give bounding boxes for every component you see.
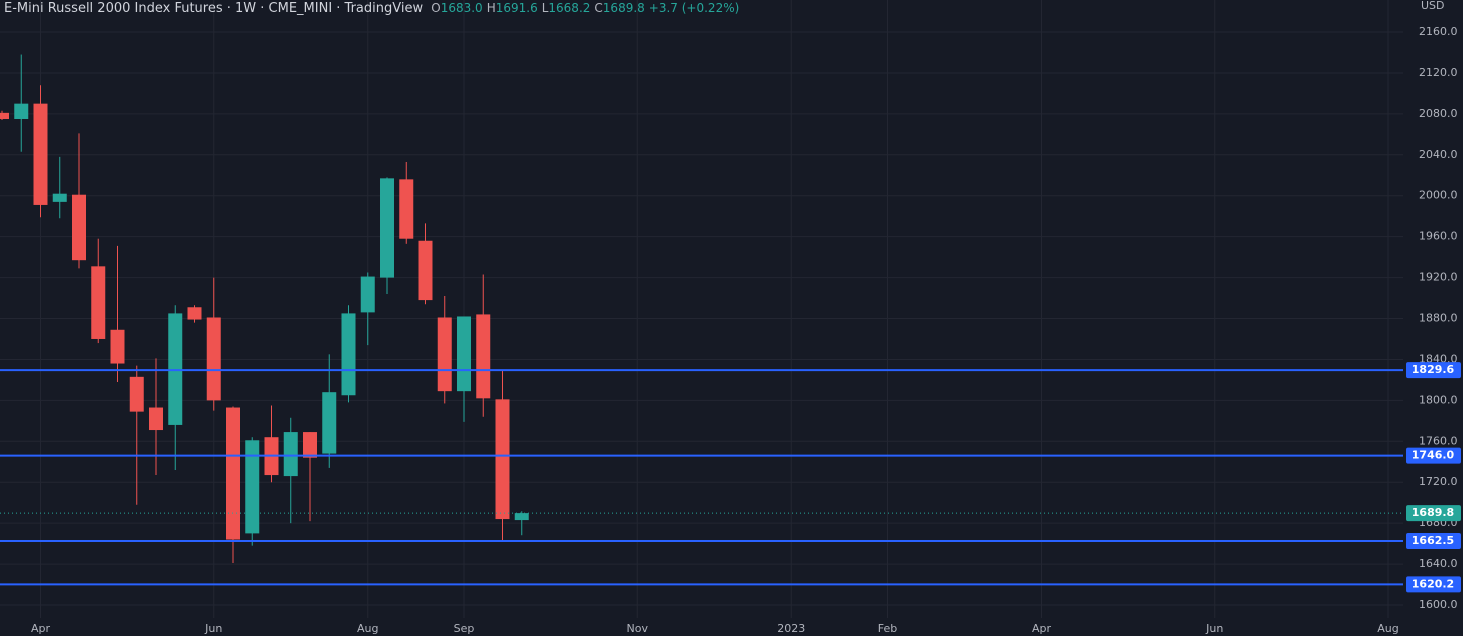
- candle-body: [149, 407, 163, 431]
- legend-value: 1668.2: [548, 1, 591, 15]
- legend-change: +3.7 (+0.22%): [648, 1, 740, 15]
- candle-body: [0, 112, 9, 119]
- candle-body: [514, 513, 529, 521]
- x-tick-label: Sep: [454, 622, 475, 635]
- candle-body: [206, 317, 221, 401]
- candle-body: [418, 240, 433, 301]
- legend-key: H: [486, 1, 496, 15]
- level-label: 1829.6: [1412, 363, 1455, 376]
- y-tick-label: 1760.0: [1419, 434, 1458, 447]
- y-tick-label: 2080.0: [1419, 107, 1458, 120]
- symbol-title: E-Mini Russell 2000 Index Futures · 1W ·…: [4, 1, 424, 16]
- level-label-bg: [1406, 362, 1461, 379]
- last-price-label: 1689.8: [1412, 506, 1454, 519]
- x-tick-label: Aug: [357, 622, 378, 635]
- y-tick-label: 1720.0: [1419, 475, 1458, 488]
- y-tick-label: 1600.0: [1419, 598, 1458, 611]
- candle-body: [226, 407, 240, 540]
- candle-body: [457, 316, 471, 392]
- candle-body: [52, 193, 67, 202]
- x-tick-label: Nov: [627, 622, 649, 635]
- legend-key: L: [541, 1, 549, 15]
- candle-body: [110, 329, 125, 364]
- x-tick-label: 2023: [777, 622, 805, 635]
- legend-value: 1689.8: [602, 1, 645, 15]
- candle-body: [437, 317, 452, 392]
- y-tick-label: 2120.0: [1419, 66, 1458, 79]
- candle-body: [303, 432, 317, 458]
- level-label: 1746.0: [1412, 449, 1455, 462]
- x-tick-label: Feb: [878, 622, 897, 635]
- grid: [0, 0, 1403, 618]
- y-tick-label: 2040.0: [1419, 148, 1458, 161]
- x-tick-label: Apr: [31, 622, 51, 635]
- legend-value: 1683.0: [440, 1, 483, 15]
- candle-body: [322, 392, 337, 454]
- legend-key: C: [594, 1, 603, 15]
- y-tick-label: 1920.0: [1419, 271, 1458, 284]
- currency-label: USD: [1421, 0, 1445, 12]
- y-tick-label: 1640.0: [1419, 557, 1458, 570]
- candle-body: [399, 179, 414, 239]
- plot-area: [0, 54, 1403, 586]
- candle-body: [14, 103, 29, 119]
- candle-body: [33, 103, 48, 205]
- candle-body: [187, 307, 202, 320]
- candle-body: [476, 314, 491, 399]
- legend-key: O: [431, 1, 441, 15]
- x-tick-label: Apr: [1032, 622, 1052, 635]
- candle-body: [360, 276, 375, 313]
- legend-value: 1691.6: [495, 1, 538, 15]
- candle-body: [341, 313, 356, 396]
- level-label-bg: [1406, 576, 1461, 593]
- candle-body: [91, 266, 106, 339]
- candle-body: [380, 178, 394, 278]
- x-tick-label: Aug: [1377, 622, 1398, 635]
- axis-background: [1403, 0, 1463, 636]
- candle-body: [72, 194, 86, 261]
- y-tick-label: 1880.0: [1419, 312, 1458, 325]
- y-tick-label: 1800.0: [1419, 393, 1458, 406]
- candle-body: [495, 399, 510, 520]
- price-axis: 1600.01640.01680.01720.01760.01800.01840…: [1403, 0, 1463, 636]
- level-label: 1620.2: [1412, 577, 1454, 590]
- header: E-Mini Russell 2000 Index Futures · 1W ·…: [4, 1, 739, 16]
- candle-body: [129, 376, 144, 412]
- level-label: 1662.5: [1412, 534, 1454, 547]
- level-label-bg: [1406, 533, 1461, 550]
- y-tick-label: 2160.0: [1419, 25, 1458, 38]
- candle-body: [245, 440, 260, 534]
- x-tick-label: Jun: [1205, 622, 1223, 635]
- y-tick-label: 2000.0: [1419, 189, 1458, 202]
- level-label-bg: [1406, 447, 1461, 464]
- last-price-bg: [1406, 505, 1461, 522]
- y-tick-label: 1960.0: [1419, 230, 1458, 243]
- x-tick-label: Jun: [204, 622, 222, 635]
- candle-body: [283, 432, 298, 477]
